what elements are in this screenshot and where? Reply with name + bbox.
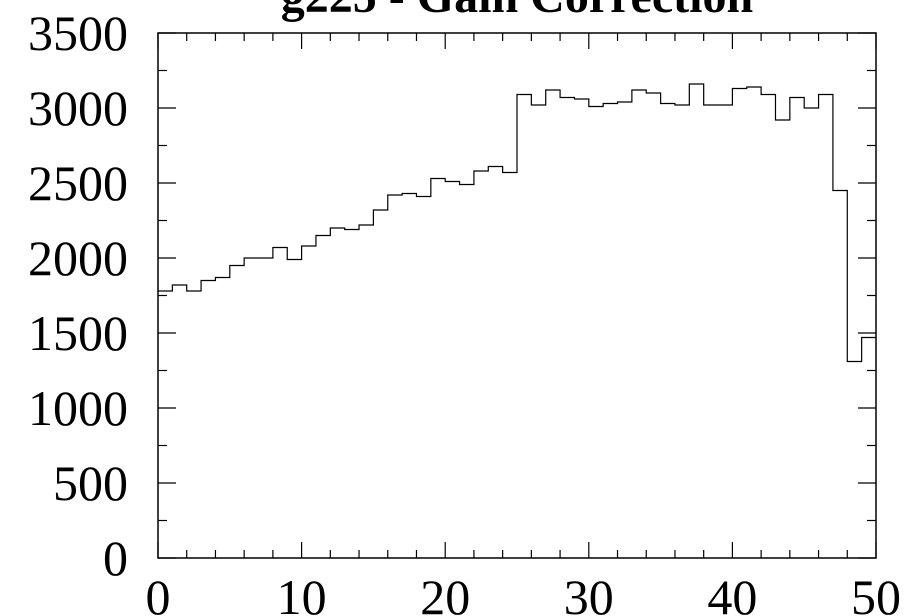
y-tick-label: 500 — [53, 455, 128, 511]
y-tick-label: 2000 — [28, 230, 128, 286]
y-tick-label: 2500 — [28, 155, 128, 211]
x-tick-label: 0 — [146, 569, 171, 616]
chart-title: g225 - Gain Correction — [281, 0, 753, 23]
histogram-series — [158, 83, 876, 363]
x-tick-label: 20 — [420, 569, 470, 616]
y-tick-label: 3500 — [28, 5, 128, 61]
y-tick-label: 1000 — [28, 380, 128, 436]
x-tick-label: 30 — [564, 569, 614, 616]
axis-ticks — [157, 32, 877, 559]
y-tick-label: 0 — [103, 530, 128, 586]
x-tick-label: 50 — [851, 569, 901, 616]
histogram-line — [158, 83, 876, 363]
y-tick-label: 1500 — [28, 305, 128, 361]
x-tick-label: 40 — [707, 569, 757, 616]
y-tick-label: 3000 — [28, 80, 128, 136]
x-tick-label: 10 — [277, 569, 327, 616]
